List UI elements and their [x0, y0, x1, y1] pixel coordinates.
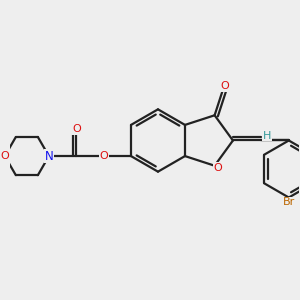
Text: O: O: [213, 163, 222, 172]
Text: O: O: [72, 124, 81, 134]
Text: O: O: [0, 151, 9, 161]
Text: O: O: [220, 81, 229, 91]
Text: H: H: [263, 131, 271, 141]
Text: N: N: [44, 150, 53, 163]
Text: O: O: [99, 151, 108, 161]
Text: Br: Br: [283, 197, 295, 207]
